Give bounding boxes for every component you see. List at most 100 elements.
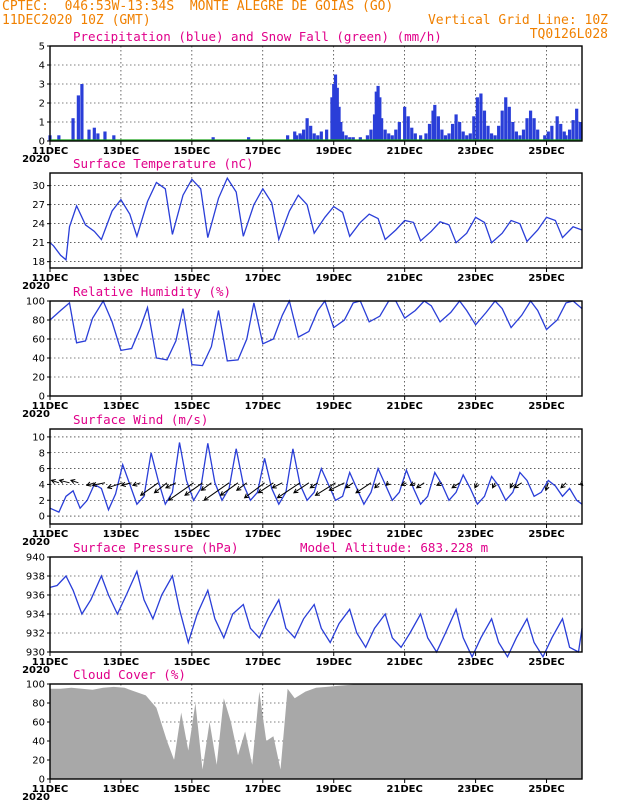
precip-bar — [410, 127, 414, 141]
precip-bar — [431, 110, 435, 141]
x-tick-label: 11DEC — [32, 529, 68, 540]
header-station: CPTEC: 046:53W-13:34S MONTE ALEGRE DE GO… — [2, 0, 394, 14]
panel-frame — [49, 683, 583, 780]
x-tick-label: 19DEC — [316, 657, 352, 668]
precip-bar — [374, 91, 378, 141]
wind-vector — [167, 482, 194, 501]
wind-vector — [513, 482, 522, 489]
y-tick-label: 20 — [32, 756, 45, 767]
wind-vector — [344, 482, 354, 489]
precip-bar — [376, 85, 380, 141]
precip-bar — [319, 131, 323, 141]
panel-frame — [49, 556, 583, 653]
y-tick-label: 932 — [26, 629, 45, 640]
wind-vector — [400, 481, 407, 486]
x-year-label: 2020 — [22, 665, 50, 676]
precip-bar — [333, 74, 338, 141]
x-tick-label: 19DEC — [316, 146, 352, 157]
x-tick-label: 17DEC — [245, 784, 281, 795]
y-tick-label: 3 — [39, 80, 45, 91]
precip-bar — [458, 122, 462, 141]
precip-bar — [550, 125, 554, 141]
x-tick-label: 15DEC — [174, 529, 210, 540]
header: CPTEC: 046:53W-13:34S MONTE ALEGRE DE GO… — [0, 0, 618, 46]
precip-bar — [103, 131, 107, 141]
panel-frame — [49, 172, 583, 269]
y-tick-label: 936 — [26, 591, 45, 602]
x-tick-label: 23DEC — [457, 529, 493, 540]
precip-bar — [555, 116, 559, 141]
y-tick-label: 940 — [26, 553, 45, 564]
wind-vector — [200, 482, 212, 491]
x-tick-label: 25DEC — [528, 784, 564, 795]
precip-bar — [57, 135, 61, 141]
x-tick-label: 21DEC — [386, 273, 422, 284]
y-tick-label: 40 — [32, 737, 45, 748]
precip-bar — [397, 122, 401, 141]
precip-bar — [468, 133, 472, 141]
precip-bar — [567, 129, 572, 141]
wind-vector — [85, 481, 95, 487]
wind-vector — [328, 482, 345, 491]
x-tick-label: 19DEC — [316, 401, 352, 412]
panel-precip: 0 1 2 3 4 5 11DEC 13DEC 15DEC 17DEC 19DEC 21DEC 23DE… — [22, 29, 583, 165]
y-tick-label: 0 — [39, 137, 45, 148]
precip-bar — [112, 135, 116, 141]
panel-cloud: 0 20 40 60 80 100 11DEC 13DEC 15DEC 17DEC 19DEC 21D… — [22, 667, 583, 800]
precip-bar — [92, 127, 96, 141]
temp-title: Surface Temperature (nC) — [73, 156, 254, 171]
precip-bar — [335, 87, 339, 141]
precip-bar — [564, 135, 568, 141]
y-tick-label: 18 — [32, 257, 45, 268]
cloud-area — [50, 684, 582, 779]
x-tick-label: 21DEC — [386, 401, 422, 412]
precip-title: Precipitation (blue) and Snow Fall (gree… — [73, 29, 442, 44]
precip-bar — [482, 110, 487, 141]
x-year-label: 2020 — [22, 281, 50, 292]
panel-pressure: 930 932 934 936 938 940 11DEC 13DEC 15DEC 17DEC 19… — [22, 540, 583, 676]
x-tick-label: 13DEC — [103, 273, 139, 284]
y-tick-label: 1 — [39, 118, 45, 129]
precip-bar — [511, 122, 515, 141]
x-tick-label: 23DEC — [457, 401, 493, 412]
y-tick-label: 60 — [32, 718, 45, 729]
y-tick-label: 80 — [32, 699, 45, 710]
precip-bar — [521, 129, 526, 141]
rh-line — [49, 299, 583, 367]
x-year-label: 2020 — [22, 792, 50, 800]
wind-vector — [560, 482, 567, 489]
x-tick-label: 15DEC — [174, 657, 210, 668]
x-year-label: 2020 — [22, 537, 50, 548]
wind-vector — [509, 482, 515, 489]
precip-bar — [298, 133, 302, 141]
precip-bar — [390, 135, 394, 141]
precip-bar — [348, 137, 352, 141]
precip-bar — [443, 135, 448, 141]
x-tick-label: 25DEC — [528, 273, 564, 284]
panel-wind: 0 2 4 6 8 10 11DEC 13DEC 15DEC 17DEC 19DEC 21DEC 23D… — [22, 412, 584, 548]
precip-bar — [383, 129, 387, 141]
y-tick-label: 4 — [39, 61, 45, 72]
precip-bar — [344, 135, 348, 141]
x-tick-label: 23DEC — [457, 784, 493, 795]
panel-frame — [49, 428, 583, 525]
precip-bar — [211, 137, 215, 141]
y-tick-label: 40 — [32, 354, 45, 365]
precip-bar — [339, 122, 343, 141]
x-tick-label: 11DEC — [32, 146, 68, 157]
precip-bar — [497, 125, 501, 141]
panel-rh: 0 20 40 60 80 100 11DEC 13DEC 15DEC 17DEC 19DEC 21D… — [22, 284, 583, 420]
cloud-title: Cloud Cover (%) — [73, 667, 186, 682]
precip-bar — [575, 108, 579, 141]
precip-bar — [76, 95, 80, 141]
precip-bar — [312, 133, 316, 141]
y-tick-label: 10 — [32, 432, 45, 443]
precip-bar — [475, 97, 479, 141]
precip-bar — [309, 125, 313, 141]
precip-bar — [337, 106, 341, 141]
precip-bar — [514, 131, 518, 141]
x-tick-label: 11DEC — [32, 401, 68, 412]
precip-bar — [365, 135, 370, 141]
precip-bar — [71, 118, 75, 141]
wind-vector — [474, 482, 479, 489]
